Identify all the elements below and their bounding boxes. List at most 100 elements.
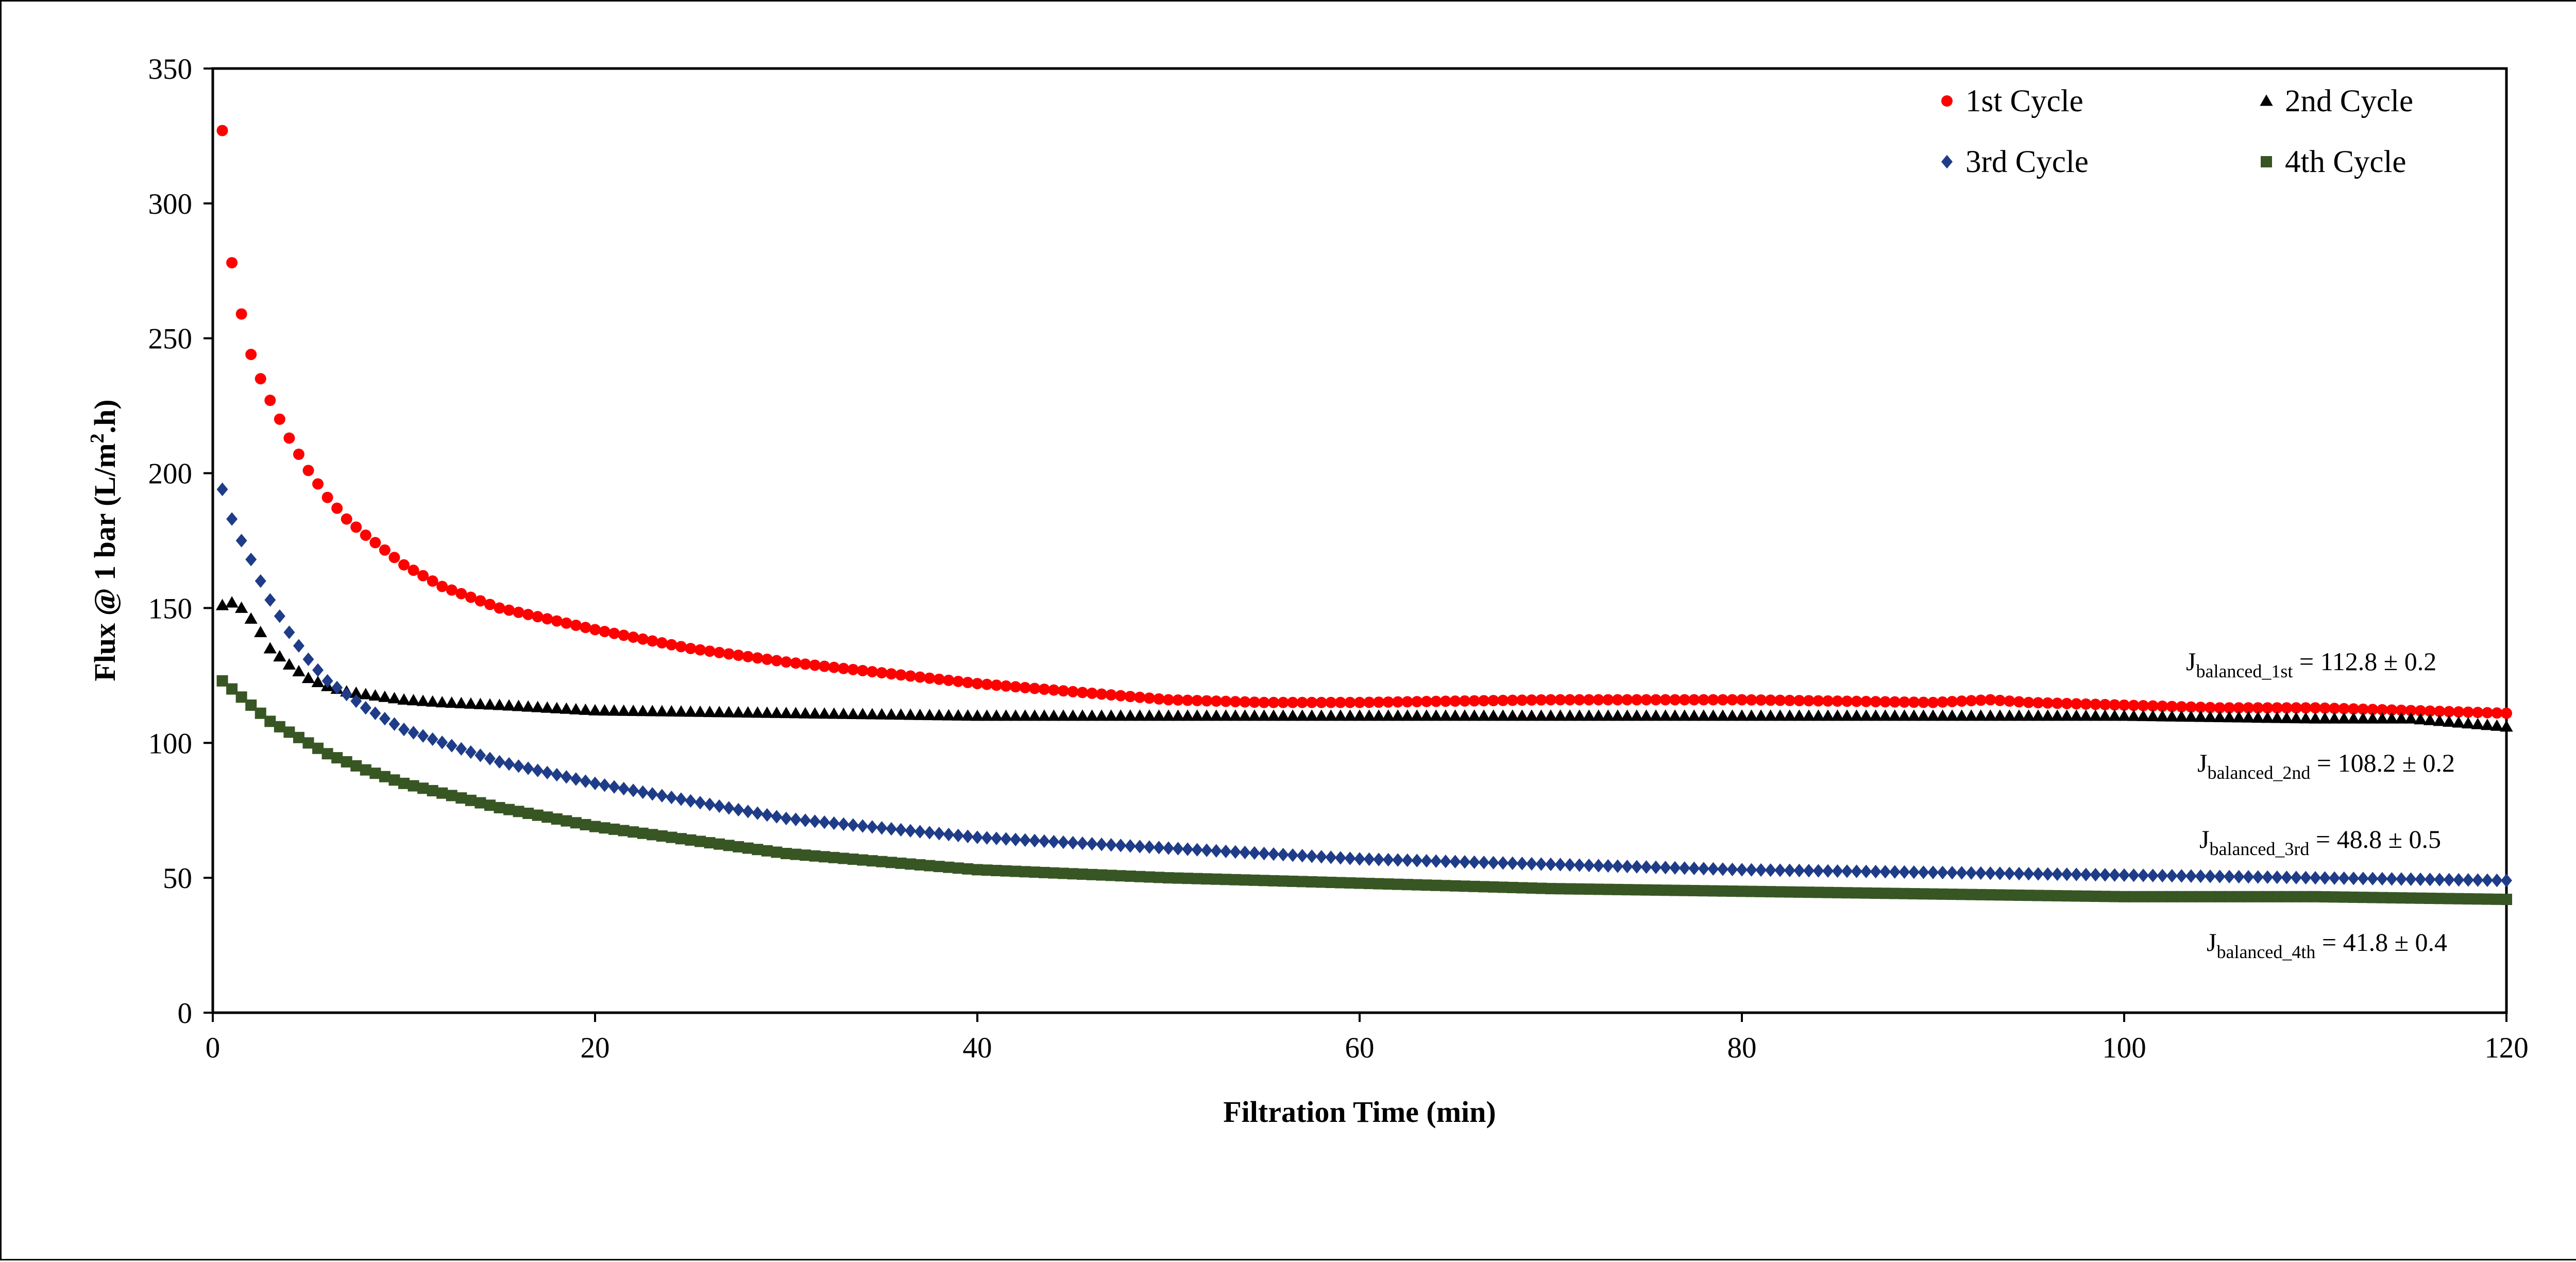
data-point [598,704,612,716]
data-point [1258,875,1270,886]
data-point [924,826,936,840]
data-point [264,715,276,727]
data-point [1669,861,1681,875]
data-point [2080,867,2092,882]
data-point [1057,685,1069,697]
data-point [2109,868,2121,882]
data-point [2329,703,2341,714]
data-point [1401,879,1413,891]
data-point [723,648,735,660]
data-point [1706,709,1720,721]
data-point [387,692,401,704]
data-point [1296,696,1308,708]
data-point [1363,696,1375,708]
data-point [2281,702,2293,714]
data-point [1239,845,1251,860]
data-point [1439,880,1451,892]
data-point [1029,833,1041,848]
data-point [1201,843,1213,857]
data-point [2337,712,2351,724]
data-point [1573,709,1586,721]
data-point [2481,719,2494,730]
data-point [2290,871,2302,884]
data-point [2453,706,2465,718]
data-point [1268,875,1280,886]
data-point [733,803,744,817]
annotation-value: = 41.8 ± 0.4 [2315,928,2447,957]
data-point [1649,709,1663,721]
data-point [2319,871,2331,885]
data-point [1258,846,1270,861]
data-point [312,478,324,490]
data-point [1851,864,1862,878]
data-point [704,837,716,849]
data-point [283,432,295,444]
data-point [1467,709,1481,721]
data-point [264,395,276,406]
data-point [819,815,831,829]
data-point [942,709,955,721]
data-point [694,644,706,656]
data-point [1038,709,1051,721]
data-point [800,849,811,861]
data-point [1019,833,1031,847]
data-point [742,842,754,854]
data-point [1401,709,1414,721]
data-point [302,652,314,667]
x-tick-label: 40 [963,1032,992,1064]
data-point [2481,707,2493,719]
data-point [1229,845,1241,859]
data-point [1210,709,1223,721]
data-point [1659,861,1671,875]
data-point [1831,709,1844,721]
data-point [1554,858,1566,872]
y-axis-ticks: 0 50 100 150 200 250 300 350 [148,53,213,1030]
data-point [628,783,639,797]
annotation-label: Jbalanced_4th = 41.8 ± 0.4 [2207,928,2447,962]
data-point [981,864,993,876]
data-point [1391,709,1404,721]
data-point [1927,865,1939,879]
data-point [2127,709,2141,721]
data-point [1879,888,1891,899]
data-point [216,482,228,497]
data-point [1506,694,1518,706]
data-point [561,617,572,629]
data-point [1631,884,1642,896]
data-point [1946,865,1958,880]
data-point [2128,700,2140,711]
data-point [2501,874,2512,888]
data-point [1526,694,1537,706]
data-point [1143,709,1156,721]
data-point [2137,709,2150,721]
y-tick-label: 300 [148,188,193,220]
data-point [551,768,563,782]
data-point [809,814,821,828]
data-point [2338,891,2350,903]
data-point [1735,709,1749,721]
data-point [263,642,277,654]
data-point [2080,890,2092,902]
data-point [321,491,333,503]
data-point [1946,889,1958,900]
data-point [1592,859,1604,873]
data-point [494,801,505,813]
data-point [216,125,228,137]
data-point [350,694,362,708]
data-point [1707,694,1719,706]
annotations: Jbalanced_1st = 112.8 ± 0.2Jbalanced_2nd… [2186,647,2455,962]
data-point [550,702,564,713]
data-point [1851,695,1862,707]
data-point [2310,871,2321,885]
data-point [1468,695,1480,707]
data-point [1344,877,1356,889]
data-point [1535,857,1547,871]
data-point [2003,709,2016,721]
data-point [1172,694,1184,706]
data-point [531,701,545,712]
data-point [2224,891,2235,902]
data-point [1067,686,1079,697]
legend: 1st Cycle 2nd Cycle 3rd Cycle 4th Cycle [1941,84,2413,179]
data-point [580,818,591,830]
data-point [1832,695,1843,707]
